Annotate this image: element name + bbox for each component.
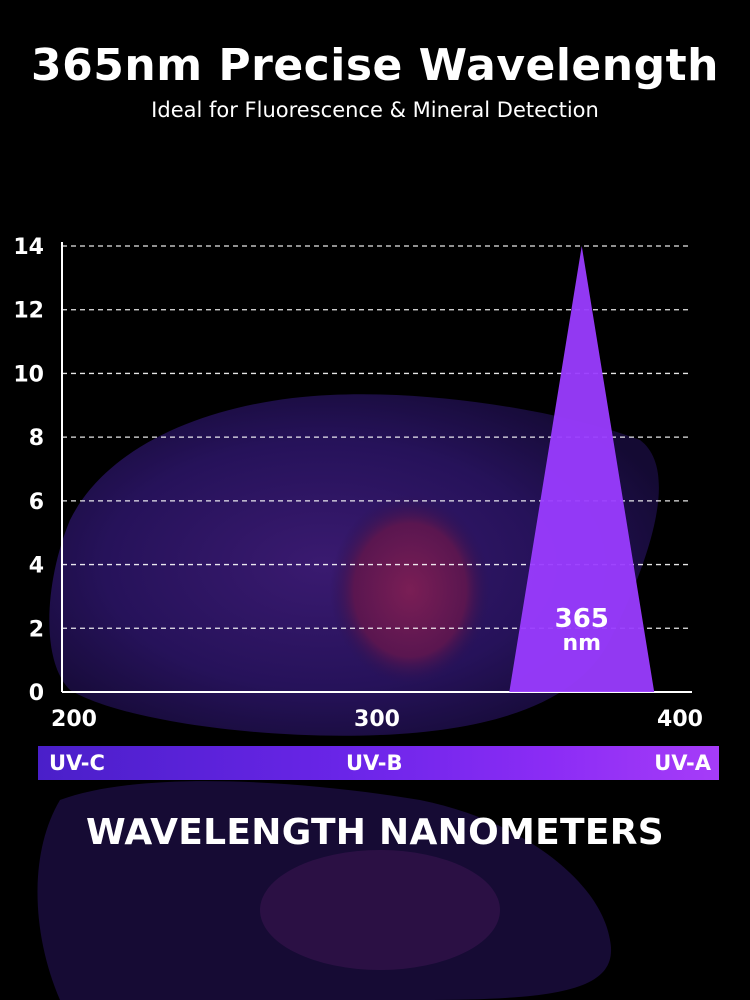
x-tick-label: 300 bbox=[354, 707, 400, 732]
page-title: 365nm Precise Wavelength bbox=[31, 40, 719, 91]
y-tick-label: 6 bbox=[29, 490, 44, 515]
x-axis-title: WAVELENGTH NANOMETERS bbox=[86, 812, 664, 853]
band-label-uva: UV-A bbox=[654, 751, 711, 775]
x-tick-label: 400 bbox=[657, 707, 703, 732]
y-tick-label: 4 bbox=[29, 554, 44, 579]
peak-series bbox=[509, 246, 655, 692]
x-tick-label: 200 bbox=[51, 707, 97, 732]
y-tick-label: 14 bbox=[13, 235, 44, 260]
band-label-uvc: UV-C bbox=[49, 751, 105, 775]
y-tick-label: 10 bbox=[13, 362, 44, 387]
band-label-uvb: UV-B bbox=[346, 751, 403, 775]
y-tick-label: 12 bbox=[13, 299, 44, 324]
y-tick-label: 2 bbox=[29, 617, 44, 642]
peak-label-value: 365 bbox=[555, 604, 609, 634]
page-subtitle: Ideal for Fluorescence & Mineral Detecti… bbox=[151, 98, 599, 122]
uv-band-bar: UV-C UV-B UV-A bbox=[38, 746, 719, 780]
y-tick-label: 8 bbox=[29, 426, 44, 451]
y-tick-label: 0 bbox=[29, 681, 44, 706]
peak-label-unit: nm bbox=[562, 631, 601, 656]
